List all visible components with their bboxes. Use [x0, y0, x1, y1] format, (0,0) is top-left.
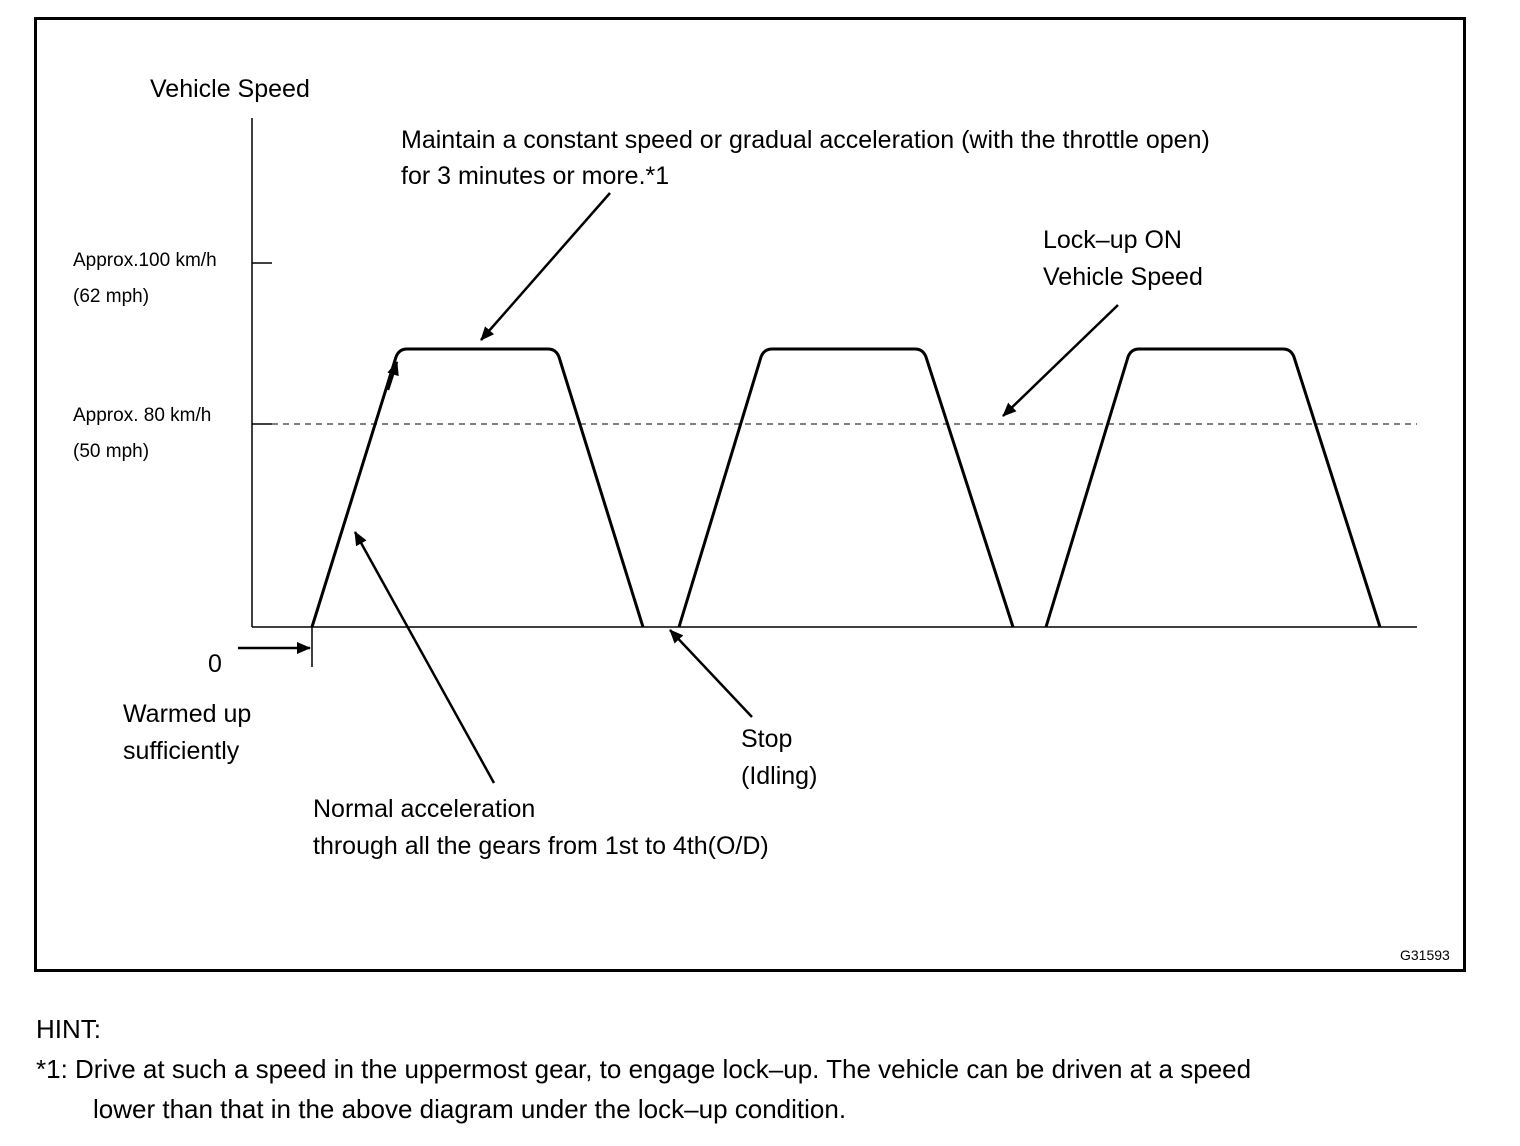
lockup-label-line2: Vehicle Speed [1043, 263, 1203, 291]
y-axis-label: Vehicle Speed [150, 75, 310, 103]
tick-80-mph-label: (50 mph) [73, 441, 150, 462]
tick-100-label: Approx.100 km/h [73, 250, 217, 271]
stop-arrow [669, 629, 753, 718]
speed-cycle-1 [310, 347, 645, 628]
normal-accel-label-line2: through all the gears from 1st to 4th(O/… [313, 832, 769, 860]
zero-label: 0 [208, 650, 222, 678]
accel-direction-arrow [386, 361, 399, 391]
warmed-label-line1: Warmed up [123, 700, 252, 728]
warmed-label-line2: sufficiently [123, 737, 240, 765]
normal-accel-arrow [353, 531, 496, 784]
lockup-arrow [1002, 304, 1119, 417]
hint-line2: lower than that in the above diagram und… [93, 1094, 847, 1124]
hint-title: HINT: [36, 1014, 101, 1044]
diagram-frame [34, 17, 1466, 972]
tick-80-label: Approx. 80 km/h [73, 405, 212, 426]
stop-label-line2: (Idling) [741, 762, 818, 790]
normal-accel-label-line1: Normal acceleration [313, 795, 536, 823]
lockup-label-line1: Lock–up ON [1043, 226, 1182, 254]
hint-line1: *1: Drive at such a speed in the uppermo… [36, 1054, 1252, 1084]
tick-100-mph-label: (62 mph) [73, 286, 150, 307]
maintain-arrow [480, 192, 611, 341]
speed-cycle-2 [677, 347, 1015, 628]
speed-cycle-3 [1044, 347, 1382, 628]
figure-id: G31593 [1400, 947, 1450, 963]
stop-label-line1: Stop [741, 725, 793, 753]
maintain-note-line2: for 3 minutes or more.*1 [401, 162, 670, 190]
maintain-note-line1: Maintain a constant speed or gradual acc… [401, 126, 1210, 154]
